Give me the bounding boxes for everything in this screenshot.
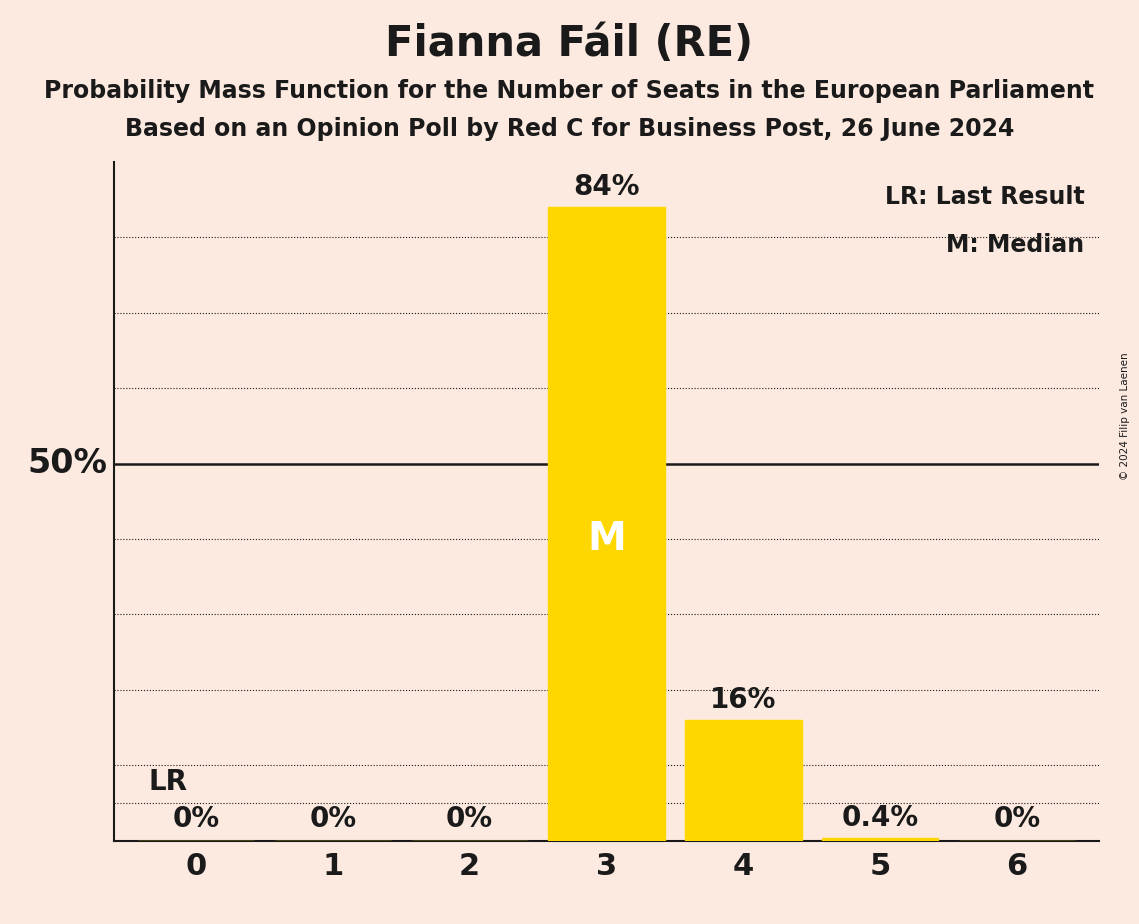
Text: Probability Mass Function for the Number of Seats in the European Parliament: Probability Mass Function for the Number… [44, 79, 1095, 103]
Text: 84%: 84% [573, 173, 640, 201]
Text: M: M [587, 520, 626, 558]
Text: 16%: 16% [711, 686, 777, 714]
Text: M: Median: M: Median [947, 233, 1084, 257]
Text: 0%: 0% [446, 806, 493, 833]
Bar [822, 838, 939, 841]
Text: LR: LR [148, 768, 187, 796]
Text: Fianna Fáil (RE): Fianna Fáil (RE) [385, 23, 754, 65]
Text: 0.4%: 0.4% [842, 804, 919, 832]
Text: 0%: 0% [172, 806, 220, 833]
Bar [548, 207, 665, 841]
Text: LR: Last Result: LR: Last Result [885, 186, 1084, 210]
Text: Based on an Opinion Poll by Red C for Business Post, 26 June 2024: Based on an Opinion Poll by Red C for Bu… [125, 117, 1014, 141]
Text: 0%: 0% [310, 806, 357, 833]
Bar [686, 720, 802, 841]
Text: 0%: 0% [993, 806, 1041, 833]
Text: 50%: 50% [27, 447, 107, 480]
Text: © 2024 Filip van Laenen: © 2024 Filip van Laenen [1120, 352, 1130, 480]
